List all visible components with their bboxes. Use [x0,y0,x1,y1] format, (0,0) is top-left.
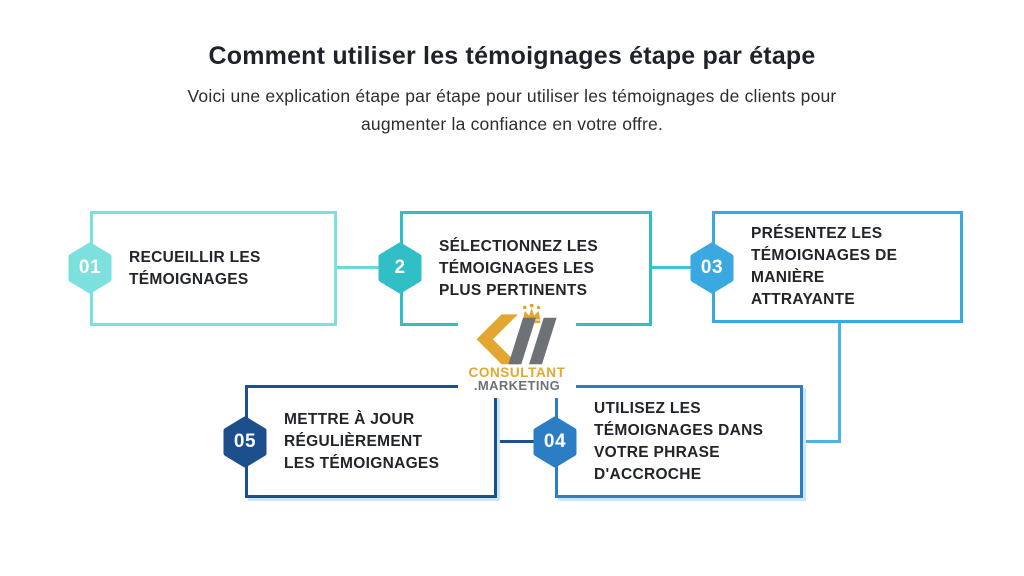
step-number-4: 04 [543,431,567,452]
step-number-2: 2 [394,257,406,278]
step-label-3: PRÉSENTEZ LES TÉMOIGNAGES DE MANIÈRE ATT… [751,225,898,308]
page-title: Comment utiliser les témoignages étape p… [208,42,816,70]
step-number-badge-3: 03 [688,242,736,294]
step-number-3: 03 [700,257,724,278]
step-label-1: RECUEILLIR LES TÉMOIGNAGES [129,248,261,288]
step-label-4: UTILISEZ LES TÉMOIGNAGES DANS VOTRE PHRA… [594,399,764,483]
consultant-marketing-logo: CONSULTANT .MARKETING [458,304,576,398]
step-label-5: METTRE À JOUR RÉGULIÈREMENT LES TÉMOIGNA… [284,410,440,472]
step-number-badge-2: 2 [376,242,424,294]
hexagon-badge-icon [223,416,267,468]
subtitle-line-2: augmenter la confiance en votre offre. [360,114,664,134]
connector-step3-step4-horizontal [803,440,841,443]
step-number-badge-1: 01 [66,242,114,294]
step-number-badge-5: 05 [221,416,269,468]
connector-step5-step4 [495,440,555,443]
step-number-1: 01 [78,257,102,278]
hexagon-badge-icon [378,242,422,294]
logo-text-consultant: CONSULTANT [468,365,566,380]
subtitle-line-1: Voici une explication étape par étape po… [187,86,837,106]
step-number-badge-4: 04 [531,416,579,468]
step-box-3: PRÉSENTEZ LES TÉMOIGNAGES DE MANIÈRE ATT… [712,211,963,323]
hexagon-badge-icon [533,416,577,468]
logo-m-strokes [508,317,557,365]
hexagon-badge-icon [68,242,112,294]
connector-step1-step2 [337,266,400,269]
logo-text-marketing: .MARKETING [473,378,561,393]
connector-step3-step4-vertical [838,323,841,443]
step-box-1: RECUEILLIR LES TÉMOIGNAGES [90,211,337,326]
connector-step2-step3 [650,266,712,269]
step-number-5: 05 [233,431,257,452]
page-subtitle: Voici une explication étape par étape po… [0,82,1024,138]
step-box-5: METTRE À JOUR RÉGULIÈREMENT LES TÉMOIGNA… [245,385,497,498]
step-label-2: SÉLECTIONNEZ LES TÉMOIGNAGES LES PLUS PE… [439,237,598,299]
hexagon-badge-icon [690,242,734,294]
step-box-4: UTILISEZ LES TÉMOIGNAGES DANS VOTRE PHRA… [555,385,803,498]
consultant-marketing-logo-icon [476,304,557,365]
logo-chevron [476,314,518,365]
